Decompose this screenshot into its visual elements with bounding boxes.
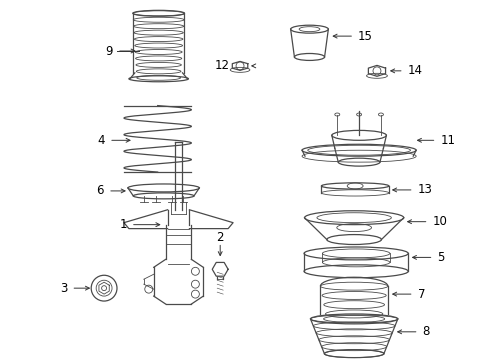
Text: 11: 11 <box>441 134 456 147</box>
Text: 5: 5 <box>438 251 445 264</box>
Text: 12: 12 <box>215 59 230 72</box>
Text: 9: 9 <box>105 45 113 58</box>
Text: 15: 15 <box>358 30 373 42</box>
Text: 2: 2 <box>217 231 224 244</box>
Text: 8: 8 <box>422 325 430 338</box>
Text: 7: 7 <box>417 288 425 301</box>
Text: 3: 3 <box>60 282 68 294</box>
Text: 14: 14 <box>408 64 423 77</box>
Text: 1: 1 <box>120 218 127 231</box>
Text: 13: 13 <box>417 184 433 197</box>
Text: 10: 10 <box>433 215 447 228</box>
Text: 4: 4 <box>98 134 105 147</box>
Text: 6: 6 <box>97 184 104 197</box>
